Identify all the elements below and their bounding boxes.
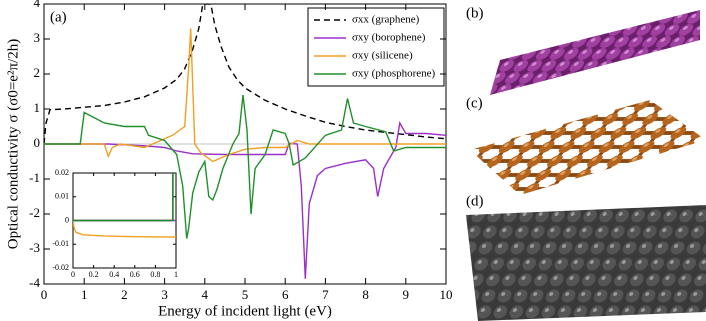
y-tick-label: -2 <box>29 205 40 220</box>
legend-label: σxx (graphene) <box>352 14 420 26</box>
panel-label: (b) <box>466 5 484 21</box>
phosphorene-structure <box>466 205 706 321</box>
y-tick-label: 0.02 <box>55 168 69 177</box>
x-tick-label: 0.4 <box>109 270 119 279</box>
y-axis-label: Optical conductivity σ (σ0=e²π/2h) <box>5 39 21 249</box>
series-line <box>44 94 446 239</box>
x-tick-label: 0.8 <box>150 270 160 279</box>
x-tick-label: 2 <box>121 287 128 302</box>
y-tick-label: 0.01 <box>55 192 69 201</box>
y-tick-label: 0 <box>34 135 41 150</box>
series-line <box>73 220 176 238</box>
x-tick-label: 7 <box>322 287 329 302</box>
x-axis-label: Energy of incident light (eV) <box>158 303 332 319</box>
panel-label: (a) <box>50 9 67 25</box>
panel-label: (c) <box>466 95 483 111</box>
x-tick-label: 10 <box>440 287 453 302</box>
y-tick-label: -1 <box>29 170 40 185</box>
y-tick-label: -4 <box>29 275 40 290</box>
y-tick-label: -0.01 <box>52 239 69 248</box>
y-tick-label: -3 <box>29 240 40 255</box>
series-line <box>44 4 446 145</box>
x-tick-label: 0 <box>71 270 75 279</box>
x-tick-label: 4 <box>202 287 209 302</box>
borophene-structure <box>490 10 700 95</box>
x-tick-label: 3 <box>161 287 168 302</box>
y-tick-label: 4 <box>34 0 41 10</box>
x-tick-label: 1 <box>174 270 178 279</box>
y-tick-label: 0 <box>65 215 69 224</box>
series-line <box>73 173 176 222</box>
silicene-structure <box>470 100 706 195</box>
legend-label: σxy (silicene) <box>352 50 413 62</box>
x-tick-label: 0 <box>41 287 48 302</box>
legend-label: σxy (phosphorene) <box>352 68 436 80</box>
y-tick-label: 1 <box>34 100 41 115</box>
x-tick-label: 5 <box>242 287 249 302</box>
y-tick-label: 2 <box>34 65 41 80</box>
panel-label: (d) <box>466 193 484 209</box>
series-line <box>44 28 446 163</box>
x-tick-label: 9 <box>403 287 410 302</box>
legend-label: σxy (borophene) <box>352 32 426 44</box>
series-line <box>44 120 446 279</box>
x-tick-label: 0.6 <box>130 270 140 279</box>
y-tick-label: 3 <box>34 30 41 45</box>
x-tick-label: 1 <box>81 287 88 302</box>
x-tick-label: 0.2 <box>89 270 99 279</box>
x-tick-label: 6 <box>282 287 289 302</box>
legend <box>307 7 445 87</box>
x-tick-label: 8 <box>362 287 369 302</box>
y-tick-label: -0.02 <box>52 263 69 272</box>
